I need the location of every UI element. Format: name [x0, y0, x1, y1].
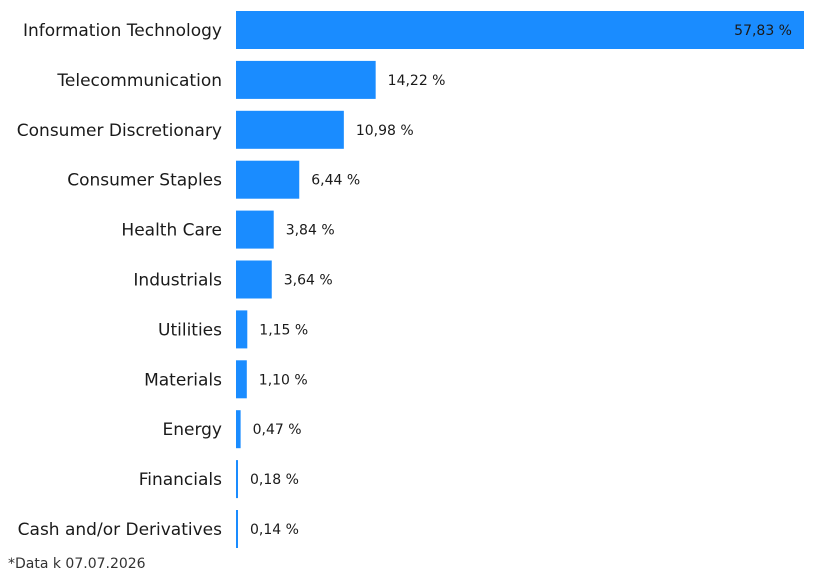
category-label: Consumer Staples: [67, 171, 222, 191]
category-label: Cash and/or Derivatives: [18, 520, 222, 540]
value-label: 3,84 %: [286, 223, 335, 239]
bar: [236, 460, 238, 499]
category-label: Energy: [162, 420, 222, 440]
value-label: 14,22 %: [388, 73, 446, 89]
value-label: 0,47 %: [253, 422, 302, 438]
category-label: Utilities: [158, 320, 222, 340]
bar: [236, 310, 248, 349]
bar: [236, 410, 241, 449]
category-label: Consumer Discretionary: [17, 121, 222, 141]
bar: [236, 110, 344, 149]
category-label: Industrials: [133, 271, 222, 291]
value-label: 6,44 %: [311, 173, 360, 189]
value-label: 0,14 %: [250, 522, 299, 538]
value-label: 1,15 %: [259, 322, 308, 338]
category-label: Materials: [144, 370, 222, 390]
bar: [236, 510, 238, 548]
bar: [236, 210, 274, 249]
bar: [236, 60, 376, 99]
bar: [236, 160, 300, 199]
value-label: 10,98 %: [356, 123, 414, 139]
category-label: Information Technology: [23, 21, 222, 41]
bar: [236, 260, 272, 299]
category-label: Financials: [139, 470, 222, 490]
value-label: 1,10 %: [259, 372, 308, 388]
value-label: 3,64 %: [284, 273, 333, 289]
bar: [236, 11, 804, 49]
value-label: 0,18 %: [250, 472, 299, 488]
bar: [236, 360, 247, 399]
footnote: *Data k 07.07.2026: [8, 556, 146, 572]
category-label: Health Care: [121, 221, 222, 241]
category-label: Telecommunication: [56, 71, 222, 91]
value-label: 57,83 %: [734, 23, 792, 39]
